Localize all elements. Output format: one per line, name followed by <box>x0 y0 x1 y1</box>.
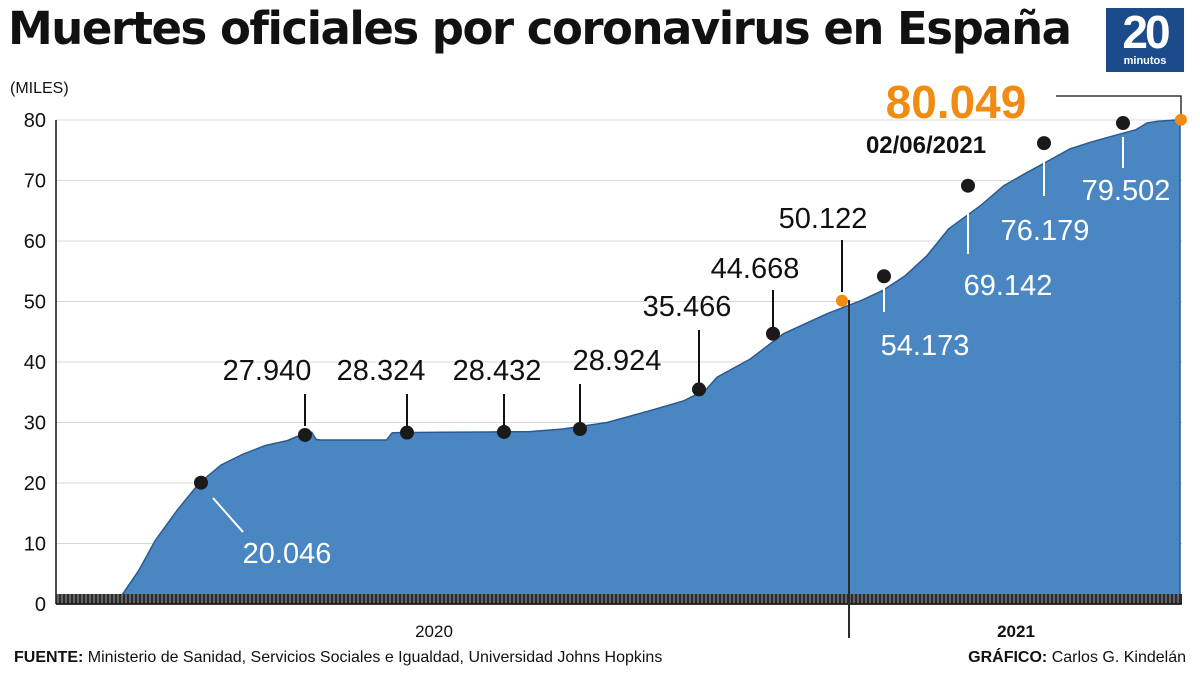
final-total-label: 80.049 <box>886 76 1027 128</box>
divider-date-label: 02/06/2021 <box>866 132 986 159</box>
data-point-marker <box>836 294 848 307</box>
data-labels: 20.046 27.940 28.324 28.432 28.924 35.466 44.6… <box>223 76 1171 570</box>
chart-title: Muertes oficiales por coronavirus en Esp… <box>8 2 1072 55</box>
logo-20minutos: 20 minutos <box>1106 6 1184 72</box>
data-label: 28.324 <box>337 355 426 387</box>
y-tick-70: 70 <box>24 171 46 193</box>
data-label: 28.924 <box>573 345 662 377</box>
leader-line <box>212 497 244 533</box>
data-point-marker <box>1116 116 1130 131</box>
credit-footnote: GRÁFICO: Carlos G. Kindelán <box>968 649 1186 667</box>
data-point-marker <box>400 425 414 440</box>
data-label: 69.142 <box>964 270 1053 302</box>
data-label: 54.173 <box>881 330 970 362</box>
logo-text: minutos <box>1123 55 1167 67</box>
data-label: 79.502 <box>1082 175 1171 207</box>
annotation-leaders <box>212 95 1182 533</box>
data-point-marker <box>877 269 891 284</box>
leader-line <box>1056 95 1182 120</box>
y-tick-0: 0 <box>35 594 46 616</box>
y-axis: 0 10 20 30 40 50 60 70 80 <box>24 110 57 616</box>
data-label: 76.179 <box>1001 215 1090 247</box>
x-label-2020: 2020 <box>415 622 453 641</box>
source-label: FUENTE: <box>14 649 84 666</box>
data-label: 50.122 <box>779 203 868 235</box>
data-label: 28.432 <box>453 355 542 387</box>
y-tick-60: 60 <box>24 231 46 253</box>
data-point-marker <box>573 422 587 437</box>
credit-text: Carlos G. Kindelán <box>1051 649 1186 666</box>
baseline-strip <box>56 594 1182 604</box>
y-tick-10: 10 <box>24 534 46 556</box>
deaths-area-series <box>55 118 1181 605</box>
data-point-marker <box>497 424 511 439</box>
data-point-marker <box>1037 136 1051 151</box>
x-label-2021: 2021 <box>997 622 1035 641</box>
data-markers <box>194 113 1187 490</box>
logo-number: 20 <box>1122 6 1170 58</box>
data-point-marker <box>766 326 780 341</box>
source-footnote: FUENTE: Ministerio de Sanidad, Servicios… <box>14 649 662 667</box>
data-point-marker <box>692 382 706 397</box>
data-point-marker <box>298 427 312 442</box>
data-label: 27.940 <box>223 355 312 387</box>
credit-label: GRÁFICO: <box>968 649 1048 666</box>
data-label: 20.046 <box>243 538 332 570</box>
data-point-marker <box>961 178 975 193</box>
x-axis-baseline <box>56 594 1182 605</box>
y-tick-40: 40 <box>24 352 46 374</box>
y-tick-30: 30 <box>24 413 46 435</box>
y-tick-80: 80 <box>24 110 46 132</box>
data-point-marker <box>1175 113 1187 126</box>
data-label: 35.466 <box>643 291 732 323</box>
data-point-marker <box>194 475 208 490</box>
data-label: 44.668 <box>711 253 800 285</box>
source-text: Ministerio de Sanidad, Servicios Sociale… <box>87 649 663 666</box>
y-axis-unit-label: (MILES) <box>10 80 69 97</box>
y-tick-50: 50 <box>24 292 46 314</box>
y-tick-20: 20 <box>24 473 46 495</box>
